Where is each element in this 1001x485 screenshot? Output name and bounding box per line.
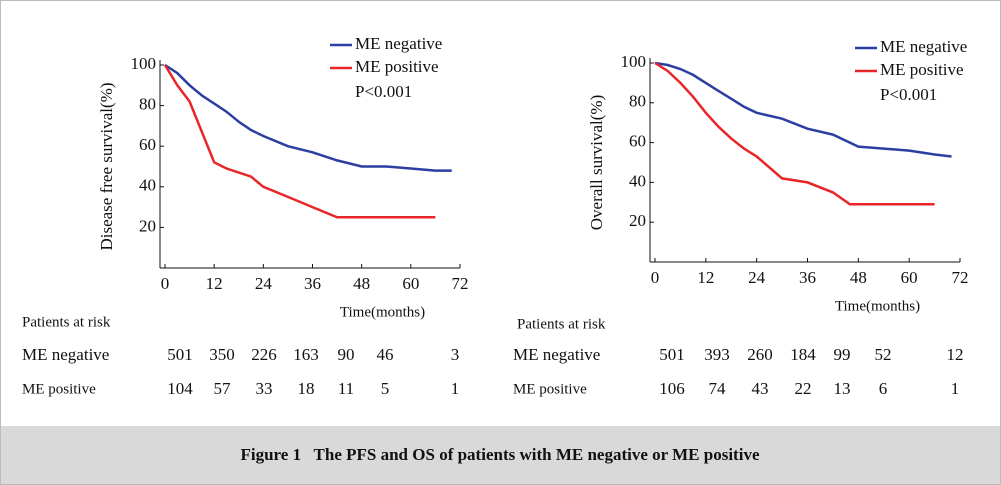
y-tick-label: 20 <box>139 216 156 235</box>
x-tick-label: 72 <box>452 274 469 293</box>
legend-label: ME negative <box>355 34 442 53</box>
risk-count: 5 <box>381 379 390 398</box>
x-tick-label: 36 <box>799 268 816 287</box>
legend-label: ME positive <box>880 60 964 79</box>
y-tick-label: 40 <box>139 176 156 195</box>
y-tick-label: 100 <box>621 52 647 71</box>
risk-count: 106 <box>659 379 685 398</box>
survival-curve <box>164 63 452 172</box>
x-tick-label: 24 <box>255 274 273 293</box>
risk-count: 163 <box>293 345 319 364</box>
risk-row-label: ME positive <box>513 381 587 397</box>
p-value: P<0.001 <box>880 85 937 104</box>
risk-count: 260 <box>747 345 773 364</box>
risk-count: 393 <box>704 345 730 364</box>
y-axis-label: Disease free survival(%) <box>97 82 116 250</box>
risk-count: 501 <box>167 345 193 364</box>
risk-count: 6 <box>879 379 888 398</box>
x-tick-label: 72 <box>952 268 969 287</box>
risk-count: 11 <box>338 379 354 398</box>
y-tick-label: 60 <box>629 132 646 151</box>
risk-count: 104 <box>167 379 193 398</box>
y-tick-label: 80 <box>139 95 156 114</box>
risk-count: 52 <box>875 345 892 364</box>
y-tick-label: 40 <box>629 171 646 190</box>
x-tick-label: 48 <box>850 268 867 287</box>
risk-count: 43 <box>752 379 769 398</box>
risk-count: 3 <box>451 345 460 364</box>
risk-count: 46 <box>377 345 394 364</box>
survival-curve <box>163 64 436 219</box>
x-tick-label: 24 <box>748 268 766 287</box>
risk-count: 184 <box>790 345 816 364</box>
legend-label: ME positive <box>355 57 439 76</box>
caption: Figure 1 The PFS and OS of patients with… <box>241 445 760 464</box>
survival-curve <box>654 61 952 158</box>
legend-label: ME negative <box>880 37 967 56</box>
risk-count: 99 <box>834 345 851 364</box>
y-tick-label: 60 <box>139 135 156 154</box>
risk-row-label: ME positive <box>22 381 96 397</box>
risk-count: 13 <box>834 379 851 398</box>
x-axis-label: Time(months) <box>835 298 920 314</box>
survival-curve <box>654 61 935 206</box>
risk-count: 74 <box>709 379 727 398</box>
risk-count: 1 <box>951 379 960 398</box>
risk-header: Patients at risk <box>22 314 111 330</box>
risk-count: 90 <box>338 345 355 364</box>
risk-count: 226 <box>251 345 277 364</box>
p-value: P<0.001 <box>355 82 412 101</box>
caption-band <box>1 426 1000 484</box>
risk-count: 57 <box>214 379 232 398</box>
y-tick-label: 20 <box>629 211 646 230</box>
risk-count: 18 <box>298 379 315 398</box>
x-tick-label: 12 <box>206 274 223 293</box>
x-tick-label: 60 <box>402 274 419 293</box>
risk-count: 350 <box>209 345 235 364</box>
x-tick-label: 36 <box>304 274 321 293</box>
risk-header: Patients at risk <box>517 316 606 332</box>
risk-count: 33 <box>256 379 273 398</box>
x-tick-label: 0 <box>161 274 170 293</box>
x-tick-label: 12 <box>697 268 714 287</box>
y-tick-label: 80 <box>629 92 646 111</box>
risk-count: 12 <box>947 345 964 364</box>
x-tick-label: 48 <box>353 274 370 293</box>
risk-row-label: ME negative <box>513 345 600 364</box>
risk-count: 22 <box>795 379 812 398</box>
x-axis-label: Time(months) <box>340 304 425 320</box>
risk-row-label: ME negative <box>22 345 109 364</box>
x-tick-label: 60 <box>901 268 918 287</box>
y-tick-label: 100 <box>131 54 157 73</box>
risk-count: 1 <box>451 379 460 398</box>
y-axis-label: Overall survival(%) <box>587 95 606 230</box>
risk-count: 501 <box>659 345 685 364</box>
x-tick-label: 0 <box>651 268 660 287</box>
